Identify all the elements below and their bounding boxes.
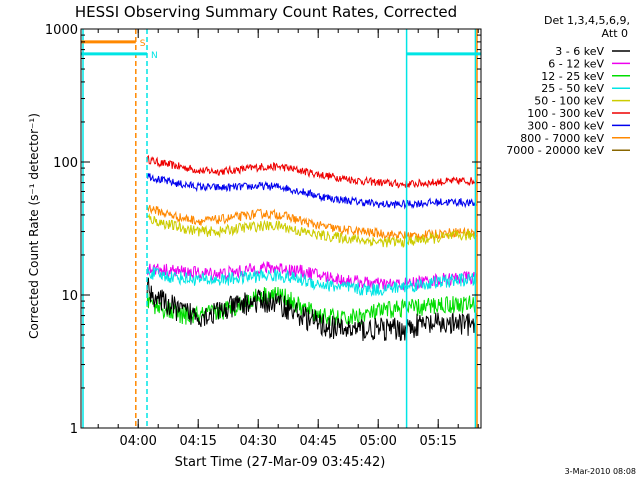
timestamp: 3-Mar-2010 08:08 — [565, 467, 636, 476]
flag-label: N — [151, 51, 158, 61]
x-tick-label: 04:45 — [299, 434, 336, 449]
legend-label: 3 - 6 keV — [555, 45, 604, 58]
legend-label: 100 - 300 keV — [527, 107, 604, 120]
data-traces — [146, 154, 478, 342]
series-line — [146, 212, 478, 249]
x-tick-label: 05:15 — [419, 434, 456, 449]
chart-title: HESSI Observing Summary Count Rates, Cor… — [75, 3, 457, 21]
legend-attenuator: Att 0 — [602, 27, 628, 40]
y-axis-label: Corrected Count Rate (s⁻¹ detector⁻¹) — [27, 113, 41, 339]
series-line — [146, 277, 478, 342]
y-tick-label: 1 — [70, 422, 78, 437]
series-line — [146, 266, 478, 297]
legend-label: 800 - 7000 keV — [520, 132, 604, 145]
legend-label: 25 - 50 keV — [541, 82, 604, 95]
flag-label: S — [140, 39, 146, 49]
marker-lines — [82, 29, 478, 428]
flag-bars: SN — [81, 39, 481, 61]
legend-label: 12 - 25 keV — [541, 70, 604, 83]
legend-label: 50 - 100 keV — [534, 95, 604, 108]
series-line — [146, 154, 478, 189]
legend-title: Det 1,3,4,5,6,9, — [544, 14, 630, 27]
legend-label: 7000 - 20000 keV — [506, 144, 604, 157]
y-tick-label: 100 — [53, 156, 78, 171]
legend-label: 300 - 800 keV — [527, 119, 604, 132]
axes: 1 10 100 1000 04:00 04:15 04:30 04:45 05:00 05:15 — [45, 23, 482, 449]
x-tick-label: 04:15 — [179, 434, 216, 449]
x-tick-label: 04:30 — [239, 434, 276, 449]
x-tick-label: 04:00 — [119, 434, 156, 449]
y-tick-label: 1000 — [45, 23, 78, 38]
series-line — [146, 173, 477, 210]
x-axis-label: Start Time (27-Mar-09 03:45:42) — [175, 455, 386, 470]
series-line — [146, 286, 478, 329]
plot-frame — [80, 28, 482, 429]
x-tick-label: 05:00 — [359, 434, 396, 449]
legend-label: 6 - 12 keV — [548, 57, 604, 70]
y-tick-label: 10 — [61, 289, 78, 304]
